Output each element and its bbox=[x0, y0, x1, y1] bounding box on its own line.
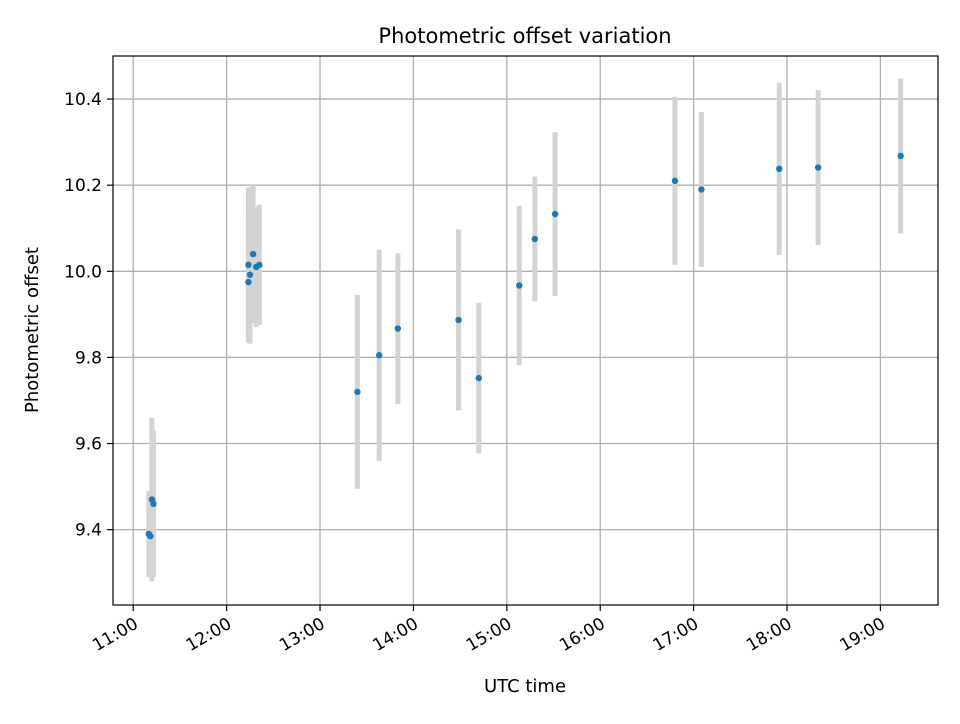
data-point bbox=[776, 165, 783, 173]
data-point bbox=[698, 186, 705, 193]
data-points bbox=[145, 152, 904, 540]
data-point bbox=[245, 278, 252, 286]
data-point bbox=[354, 388, 361, 396]
data-point bbox=[551, 210, 559, 218]
data-point bbox=[249, 250, 257, 258]
data-point bbox=[147, 532, 154, 540]
y-tick-label: 10.4 bbox=[64, 90, 102, 110]
y-tick-label: 9.8 bbox=[75, 348, 102, 368]
plot-frame bbox=[112, 55, 939, 606]
data-point bbox=[897, 152, 904, 160]
chart-title: Photometric offset variation bbox=[378, 24, 671, 48]
y-tick-label: 10.0 bbox=[64, 262, 102, 282]
y-tick-label: 9.6 bbox=[75, 435, 102, 455]
data-point bbox=[256, 261, 263, 269]
data-point bbox=[245, 261, 252, 269]
y-tick-label: 9.4 bbox=[75, 521, 102, 541]
data-point bbox=[375, 352, 383, 359]
data-point bbox=[394, 325, 402, 332]
data-point bbox=[150, 500, 157, 508]
y-axis-label: Photometric offset bbox=[22, 247, 43, 413]
data-point bbox=[814, 164, 822, 171]
data-point bbox=[531, 235, 539, 243]
x-axis-label: UTC time bbox=[484, 676, 566, 697]
y-axis-ticks: 9.4 9.6 9.8 10.0 10.2 10.4 bbox=[64, 90, 113, 541]
data-point bbox=[516, 282, 523, 289]
data-point bbox=[475, 374, 483, 382]
data-point bbox=[671, 177, 679, 185]
grid bbox=[113, 56, 938, 605]
data-point bbox=[246, 271, 254, 278]
y-tick-label: 10.2 bbox=[64, 176, 102, 196]
data-point bbox=[455, 316, 462, 324]
